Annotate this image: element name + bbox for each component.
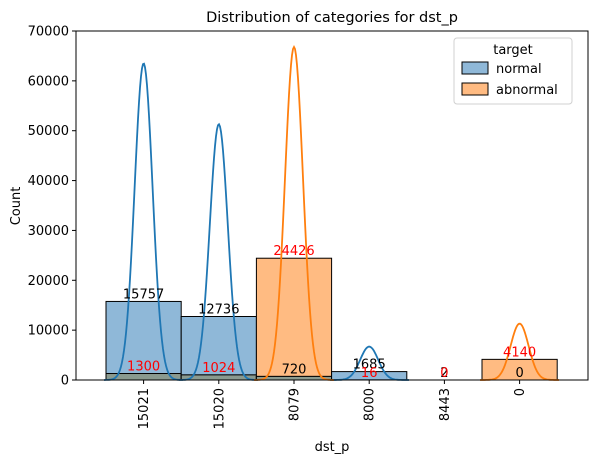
y-tick-label-30000: 30000 bbox=[28, 224, 69, 239]
plot-frame bbox=[75, 30, 589, 381]
y-tick-label-50000: 50000 bbox=[28, 124, 69, 139]
y-tick-label-20000: 20000 bbox=[28, 274, 69, 289]
bar-label-normal-15021: 15757 bbox=[123, 287, 164, 302]
bar-label-normal-8079: 720 bbox=[282, 362, 307, 377]
bar-label-normal-15020: 12736 bbox=[198, 303, 239, 318]
x-tick-label-0: 0 bbox=[513, 388, 528, 396]
kde-abnormal-0 bbox=[480, 322, 559, 381]
legend-title: target bbox=[493, 43, 533, 58]
y-tick-label-60000: 60000 bbox=[28, 74, 69, 89]
x-tick-label-15020: 15020 bbox=[212, 388, 227, 429]
legend-swatch-normal bbox=[461, 61, 489, 75]
y-axis-title: Count bbox=[9, 187, 24, 226]
chart-title: Distribution of categories for dst_p bbox=[206, 10, 458, 26]
bar-label-abnormal-8079: 24426 bbox=[273, 244, 314, 259]
y-tick-label-40000: 40000 bbox=[28, 174, 69, 189]
x-tick-label-8443: 8443 bbox=[438, 388, 453, 421]
bar-label-abnormal-15021: 1300 bbox=[127, 360, 160, 375]
kde-abnormal-8079 bbox=[254, 44, 334, 381]
bar-label-normal-8443: 2 bbox=[440, 366, 448, 381]
bar-label-normal-0: 0 bbox=[515, 366, 523, 381]
bar-label-abnormal-0: 4140 bbox=[503, 345, 536, 360]
x-tick-label-8079: 8079 bbox=[288, 388, 303, 421]
bar-normal-15020 bbox=[180, 316, 257, 381]
y-tick-label-0: 0 bbox=[61, 374, 69, 389]
legend-swatch-abnormal bbox=[461, 82, 489, 96]
y-axis: 0 10000 20000 30000 40000 50000 60000 70000 bbox=[28, 25, 76, 389]
kde-normal-15020 bbox=[178, 122, 258, 381]
bar-label-abnormal-8000: 16 bbox=[361, 366, 378, 381]
legend-label-abnormal: abnormal bbox=[496, 83, 558, 98]
y-tick-label-70000: 70000 bbox=[28, 25, 69, 40]
x-axis: 15021 15020 8079 8000 8443 0 bbox=[137, 380, 528, 429]
legend-label-normal: normal bbox=[496, 62, 542, 77]
x-tick-label-15021: 15021 bbox=[137, 388, 152, 429]
x-tick-label-8000: 8000 bbox=[363, 388, 378, 421]
x-axis-title: dst_p bbox=[315, 440, 350, 455]
y-tick-label-10000: 10000 bbox=[28, 324, 69, 339]
bar-normal-15021 bbox=[105, 300, 182, 381]
legend: target normal abnormal bbox=[453, 37, 573, 105]
bar-label-abnormal-8443: 0 bbox=[440, 366, 448, 381]
bar-label-abnormal-15020: 1024 bbox=[202, 361, 235, 376]
bar-label-normal-8000: 1685 bbox=[353, 358, 386, 373]
kde-normal-15021 bbox=[104, 62, 183, 381]
bar-abnormal-8079 bbox=[255, 257, 333, 381]
